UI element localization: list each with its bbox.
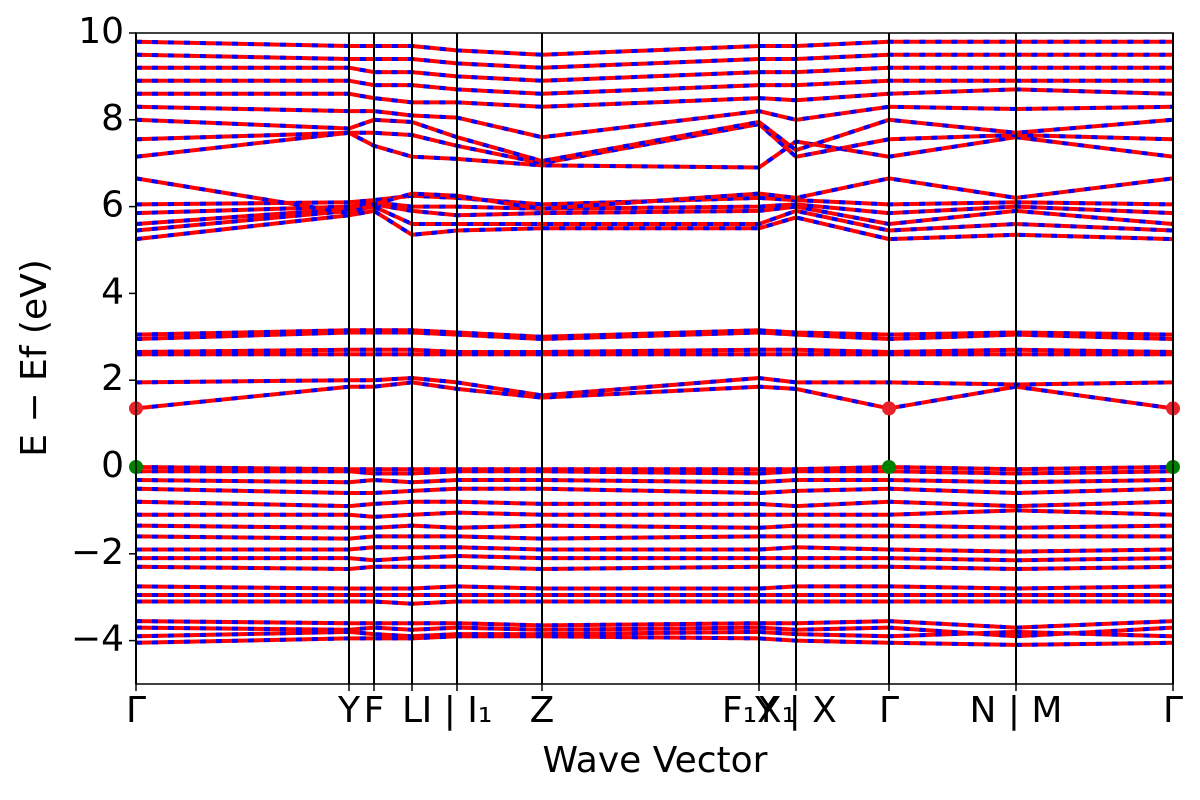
band-line-dashed	[135, 347, 1174, 355]
band-line-dashed	[135, 625, 1174, 639]
x-tick-label: Γ	[1163, 690, 1183, 731]
band-line-dashed	[135, 523, 1174, 530]
band-line-dashed	[136, 553, 1174, 563]
band-line-dashed	[135, 534, 1173, 541]
y-axis-label: E − Ef (eV)	[14, 259, 55, 457]
band-line-dashed	[135, 619, 1174, 630]
y-tick-label: 2	[101, 358, 124, 399]
x-tick-label: L	[402, 690, 422, 731]
band-line-dashed	[135, 629, 1174, 639]
y-tick-label: 0	[101, 445, 124, 486]
x-tick-label: Y | X	[754, 690, 837, 731]
band-line-dashed	[136, 508, 1174, 519]
band-line	[136, 87, 1174, 109]
band-line-dashed	[135, 634, 1174, 647]
band-line-dashed	[135, 52, 1173, 70]
y-tick-label: −2	[71, 532, 124, 573]
band-line-dashed	[136, 469, 1174, 476]
y-tick-label: 10	[78, 11, 124, 52]
plot-frame	[135, 32, 1174, 685]
x-tick-label: Γ	[879, 690, 899, 731]
y-tick-label: 8	[101, 98, 124, 139]
band-line-dashed	[135, 477, 1174, 485]
band-line-dashed	[135, 499, 1174, 509]
band-line-dashed	[135, 117, 1174, 164]
band-line-dashed	[135, 380, 1174, 411]
band-line-dashed	[135, 104, 1174, 140]
x-tick-label: N | M	[969, 690, 1062, 731]
y-tick-label: −4	[71, 619, 124, 660]
cbm-marker	[882, 401, 896, 416]
x-tick-label: Z	[530, 690, 555, 731]
vbm-marker	[882, 460, 896, 474]
band-line-dashed	[135, 486, 1174, 496]
band-line-dashed	[135, 193, 1174, 207]
band-line	[135, 121, 1174, 166]
band-line-dashed	[136, 65, 1173, 83]
x-tick-label: Y	[337, 690, 361, 731]
y-tick-label: 6	[101, 185, 124, 226]
band-line-dashed	[136, 87, 1174, 109]
band-line-dashed	[136, 599, 1173, 606]
x-axis-label: Wave Vector	[543, 740, 768, 781]
band-line-dashed	[135, 121, 1174, 166]
band-line-dashed	[135, 328, 1174, 339]
x-tick-label: F	[364, 690, 385, 731]
band-line-dashed	[135, 204, 1174, 233]
band-line-dashed	[135, 330, 1174, 342]
x-tick-label: Γ	[126, 690, 146, 731]
band-line-dashed	[135, 39, 1173, 57]
x-tick-label: I | I₁	[422, 690, 493, 731]
band-line-dashed	[135, 176, 1174, 216]
band-line-dashed	[135, 375, 1174, 398]
band-line-dashed	[136, 545, 1174, 554]
y-tick-label: 4	[101, 271, 124, 312]
band-line-dashed	[135, 464, 1174, 472]
band-line-dashed	[135, 564, 1174, 572]
x-tick-label: F₁X₁	[722, 690, 796, 731]
band-line-dashed	[135, 584, 1174, 591]
band-line-dashed	[136, 78, 1173, 96]
